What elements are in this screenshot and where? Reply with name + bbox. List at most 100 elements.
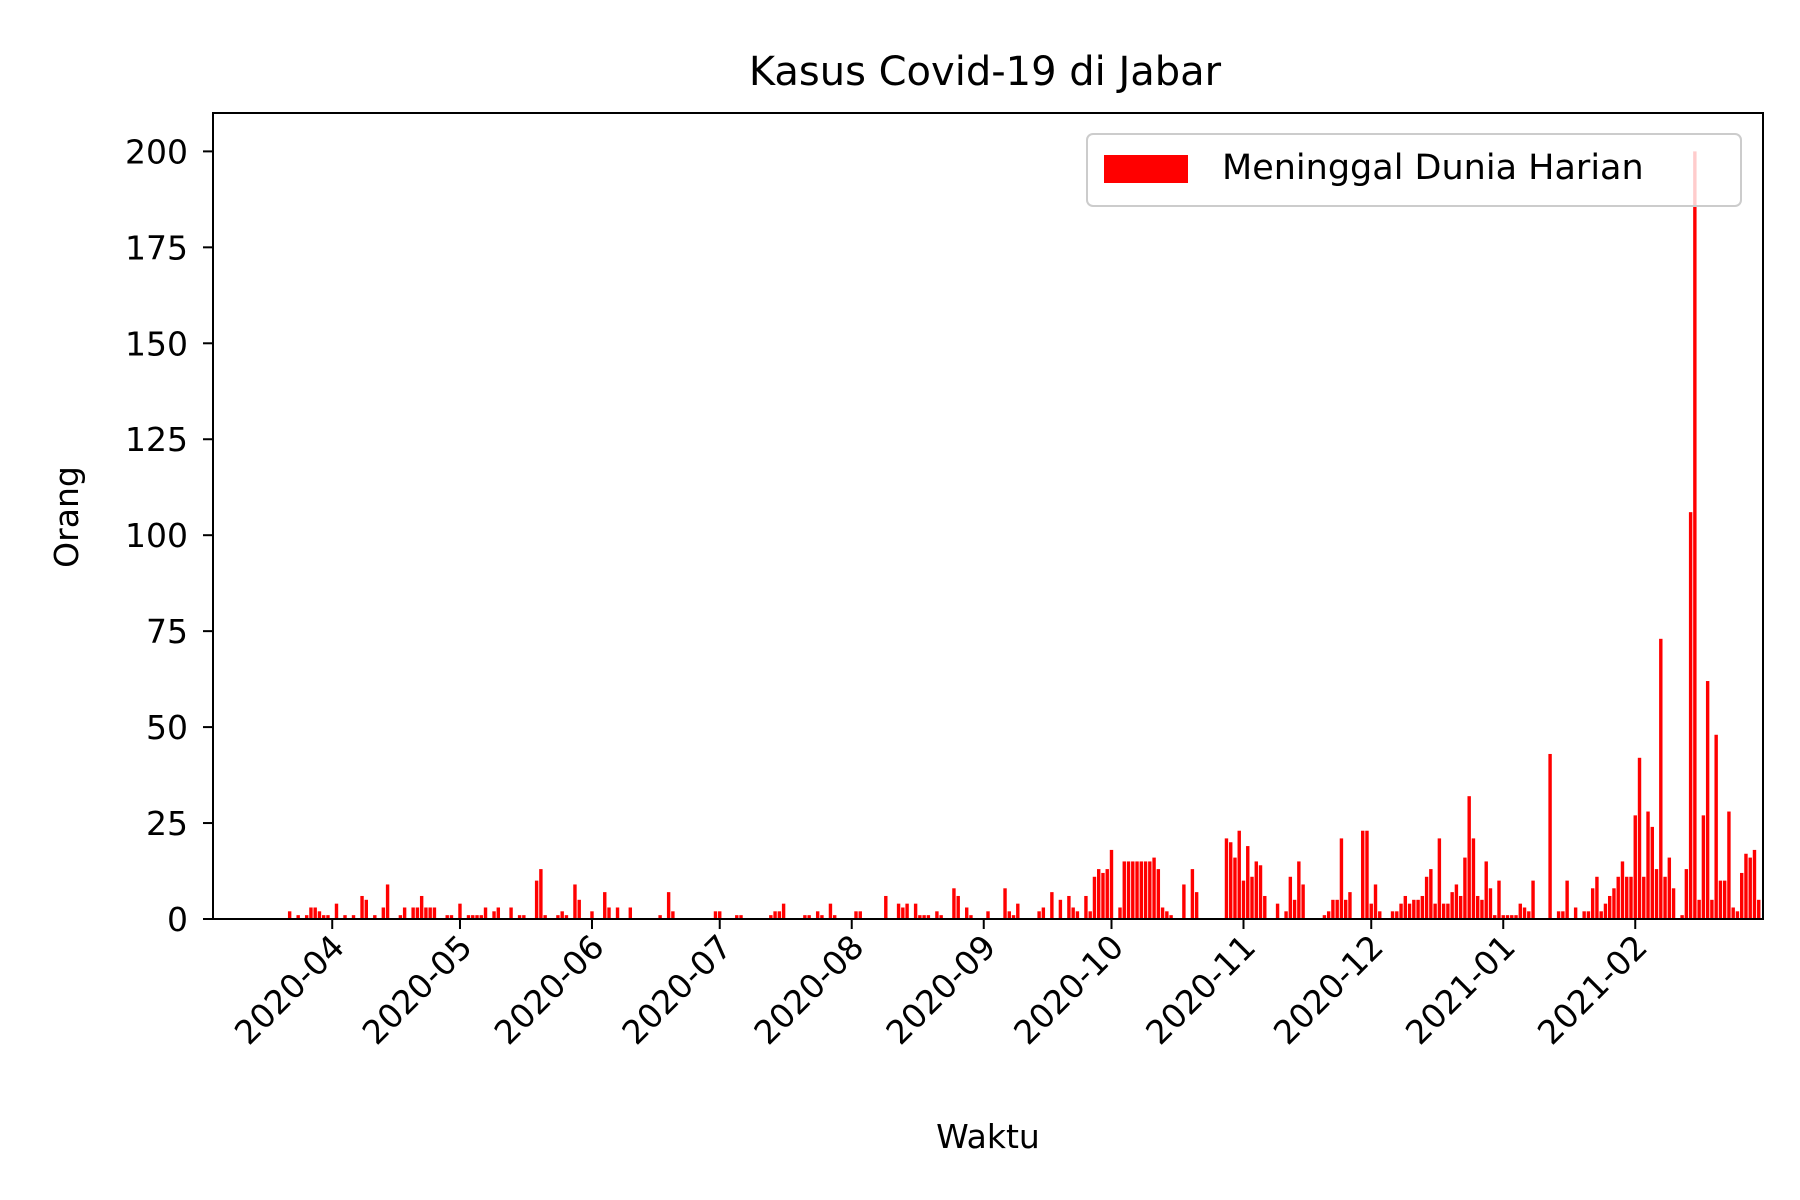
bar <box>807 915 811 919</box>
bar <box>1126 861 1131 919</box>
bar <box>1105 869 1109 919</box>
bar <box>1688 512 1693 919</box>
bar <box>385 884 390 919</box>
y-tick-label: 50 <box>146 708 188 747</box>
bar <box>1740 872 1744 919</box>
bar <box>615 907 620 919</box>
bar <box>471 915 475 919</box>
bar <box>1007 911 1011 919</box>
chart-title: Kasus Covid-19 di Jabar <box>749 49 1222 95</box>
bar <box>1671 888 1676 919</box>
bar <box>475 915 479 919</box>
bar <box>1395 911 1399 919</box>
bar <box>854 911 858 919</box>
bar <box>1152 857 1156 919</box>
bar <box>769 915 773 919</box>
bar <box>628 907 633 919</box>
bar <box>1301 884 1305 919</box>
bar <box>1139 861 1143 919</box>
bar <box>373 915 377 919</box>
bar <box>309 907 313 919</box>
bar <box>607 907 611 919</box>
bar <box>1224 838 1229 919</box>
legend-label: Meninggal Dunia Harian <box>1222 148 1644 188</box>
bar <box>1701 815 1706 919</box>
bar <box>901 907 905 919</box>
bar <box>1663 876 1667 919</box>
bar <box>905 903 909 919</box>
bar <box>573 884 577 919</box>
bar <box>913 903 918 919</box>
bar <box>1514 915 1518 919</box>
bar <box>1718 880 1723 919</box>
bar <box>517 915 522 919</box>
bar <box>1433 903 1437 919</box>
bar <box>1735 911 1740 919</box>
bar <box>1625 876 1629 919</box>
bar <box>1744 853 1748 919</box>
y-tick-label: 0 <box>167 900 188 939</box>
bar <box>1714 734 1718 919</box>
bar <box>296 915 300 919</box>
bar <box>522 915 526 919</box>
bar <box>1092 876 1097 919</box>
bar <box>1518 903 1522 919</box>
bar <box>402 907 407 919</box>
bar <box>1403 895 1408 919</box>
bar <box>556 915 560 919</box>
bar <box>1237 830 1241 919</box>
bar <box>424 907 428 919</box>
bar <box>419 895 424 919</box>
bar <box>1041 907 1046 919</box>
bar <box>777 911 782 919</box>
bar <box>1556 911 1561 919</box>
bar <box>1608 895 1612 919</box>
bar <box>1160 907 1165 919</box>
bar <box>1757 899 1761 919</box>
x-axis-label: Waktu <box>936 1117 1040 1156</box>
bar <box>1292 899 1297 919</box>
bar <box>1705 681 1710 919</box>
bar <box>534 880 539 919</box>
bar <box>287 911 292 919</box>
bar <box>1088 911 1092 919</box>
bar <box>1407 903 1412 919</box>
bar <box>364 899 368 919</box>
bar <box>1399 903 1403 919</box>
bar <box>304 915 309 919</box>
bar <box>564 915 569 919</box>
bar <box>1075 911 1080 919</box>
bar <box>1182 884 1186 919</box>
bar <box>1599 911 1603 919</box>
bar <box>313 907 317 919</box>
bar <box>1471 838 1476 919</box>
bar <box>1148 861 1152 919</box>
bar <box>815 911 820 919</box>
bar <box>1458 895 1463 919</box>
bar <box>1667 857 1672 919</box>
bar <box>773 911 777 919</box>
bar <box>1441 903 1446 919</box>
bar <box>739 915 743 919</box>
bar <box>671 911 675 919</box>
bar <box>1454 884 1459 919</box>
bar <box>322 915 326 919</box>
bar <box>1241 880 1246 919</box>
bar <box>415 907 420 919</box>
bar <box>479 915 483 919</box>
bar <box>935 911 939 919</box>
bar <box>1590 888 1595 919</box>
bar <box>1258 865 1263 919</box>
bar <box>492 911 496 919</box>
bar <box>1467 796 1471 919</box>
bar <box>1463 857 1467 919</box>
bar <box>1361 830 1365 919</box>
bar <box>1748 857 1752 919</box>
bar <box>1335 899 1339 919</box>
bar <box>1612 888 1616 919</box>
bar <box>1143 861 1148 919</box>
bar <box>1122 861 1126 919</box>
bar <box>1548 753 1552 919</box>
bar <box>351 915 356 919</box>
bar <box>1250 876 1254 919</box>
